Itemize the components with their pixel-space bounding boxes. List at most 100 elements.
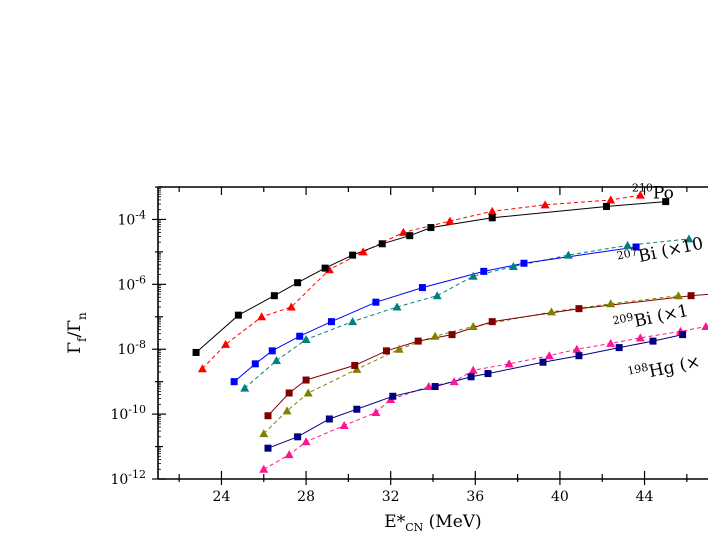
exp-point: [427, 224, 435, 232]
x-tick-label: 40: [551, 489, 569, 505]
calc-point: [572, 344, 582, 353]
calc-point: [371, 407, 381, 416]
series-3: [259, 322, 708, 473]
calc-point: [221, 339, 231, 348]
calc-point: [259, 429, 269, 438]
calc-point: [424, 382, 434, 391]
exp-point: [480, 267, 488, 275]
exp-point: [353, 405, 361, 413]
exp-line: [233, 246, 637, 383]
exp-point: [575, 305, 583, 313]
exp-point: [687, 292, 695, 300]
x-tick-label: 32: [382, 489, 400, 505]
exp-point: [414, 337, 422, 345]
exp-point: [325, 415, 333, 423]
calc-point: [358, 247, 368, 256]
exp-point: [632, 243, 640, 251]
series-label-3: 198Hg (×: [626, 350, 702, 387]
exp-point: [382, 347, 390, 355]
calc-point: [339, 420, 349, 429]
exp-point: [234, 311, 242, 319]
exp-point: [448, 331, 456, 339]
calc-point: [468, 271, 478, 280]
exp-point: [615, 344, 623, 352]
exp-point: [467, 373, 475, 381]
exp-point: [327, 318, 335, 326]
calc-point: [468, 322, 478, 331]
calc-point: [286, 302, 296, 311]
calc-point: [240, 383, 250, 392]
calc-point: [449, 377, 459, 386]
calc-line: [244, 238, 690, 389]
y-tick-label: 10-4: [117, 208, 146, 228]
series-0: [192, 190, 670, 373]
exp-point: [372, 298, 380, 306]
calc-point: [701, 322, 708, 331]
exp-point: [662, 198, 670, 206]
exp-point: [294, 279, 302, 287]
calc-point: [284, 450, 294, 459]
exp-point: [296, 332, 304, 340]
exp-point: [302, 376, 310, 384]
exp-point: [539, 358, 547, 366]
calc-point: [197, 364, 207, 373]
exp-point: [268, 347, 276, 355]
x-tick-label: 24: [213, 489, 231, 505]
exp-point: [488, 318, 496, 326]
calc-point: [540, 200, 550, 209]
calc-point: [303, 388, 313, 397]
x-tick-label: 44: [636, 489, 654, 505]
exp-point: [389, 392, 397, 400]
calc-point: [606, 195, 616, 204]
exp-point: [270, 292, 278, 300]
series-label-0: 210Po: [632, 181, 674, 203]
exp-line: [195, 201, 666, 353]
exp-point: [520, 259, 528, 267]
exp-point: [488, 214, 496, 222]
calc-point: [430, 331, 440, 340]
calc-point: [635, 333, 645, 342]
calc-point: [348, 317, 358, 326]
exp-point: [294, 433, 302, 441]
calc-point: [606, 338, 616, 347]
calc-point: [301, 437, 311, 446]
calc-point: [282, 406, 292, 415]
exp-point: [679, 331, 687, 339]
calc-line: [263, 326, 706, 470]
y-tick-label: 10-10: [110, 403, 146, 423]
exp-point: [321, 264, 329, 272]
calc-point: [271, 356, 281, 365]
calc-point: [504, 359, 514, 368]
exp-point: [418, 284, 426, 292]
series-label-1: 207Bi (×10: [616, 232, 706, 272]
calc-point: [301, 334, 311, 343]
exp-point: [649, 337, 657, 345]
calc-point: [546, 307, 556, 316]
axes-frame: [152, 186, 708, 485]
calc-point: [487, 206, 497, 215]
calc-point: [563, 250, 573, 259]
calc-point: [445, 216, 455, 225]
calc-point: [635, 190, 645, 199]
exp-point: [484, 370, 492, 378]
y-tick-label: 10-8: [117, 338, 146, 358]
x-tick-label: 28: [297, 489, 315, 505]
exp-point: [575, 352, 583, 360]
plot-area: [192, 190, 708, 473]
calc-point: [623, 240, 633, 249]
y-tick-label: 10-6: [117, 273, 146, 293]
calc-point: [398, 227, 408, 236]
calc-point: [508, 261, 518, 270]
calc-point: [394, 344, 404, 353]
tick-labels: 24 28 32 36 40 44 10-4 10-6 10-8 10-10 10-12: [110, 208, 653, 505]
exp-point: [431, 383, 439, 391]
calc-point: [606, 299, 616, 308]
exp-point: [264, 444, 272, 452]
calc-point: [673, 291, 683, 300]
calc-point: [432, 291, 442, 300]
y-tick-label: 10-12: [110, 468, 146, 488]
exp-point: [349, 251, 357, 259]
calc-point: [257, 312, 267, 321]
